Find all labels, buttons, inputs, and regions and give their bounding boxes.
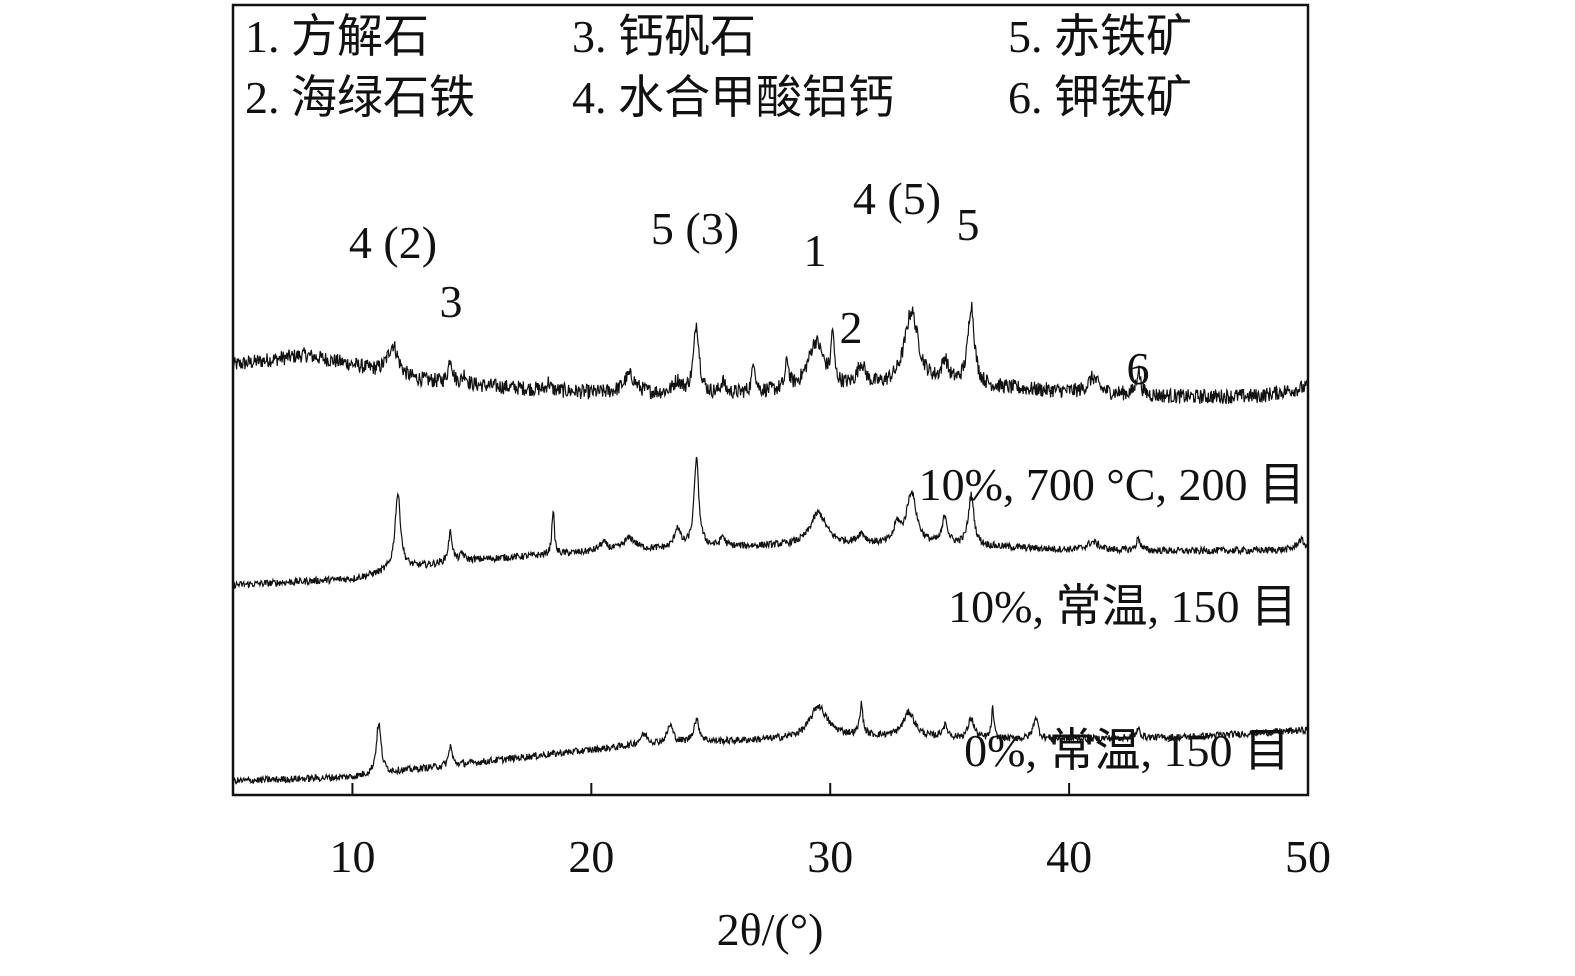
series-label-3: 0%, 常温, 150 目 xyxy=(964,725,1290,776)
series-line-3 xyxy=(232,700,1309,785)
plot-frame xyxy=(231,3,1310,797)
series-line-2 xyxy=(232,456,1309,590)
x-axis-label: 2θ/(°) xyxy=(717,904,824,955)
series-label-1: 10%, 700 °C, 200 目 xyxy=(919,459,1305,510)
x-tick-label-2: 20 xyxy=(568,831,614,882)
legend-item-1: 1. 方解石 xyxy=(245,11,429,62)
series-labels: 10%, 700 °C, 200 目 10%, 常温, 150 目 0%, 常温, … xyxy=(919,459,1305,776)
legend-item-3: 3. 钙矾石 xyxy=(572,11,756,62)
series-label-2: 10%, 常温, 150 目 xyxy=(948,581,1297,632)
legend-item-4: 4. 水合甲酸铝钙 xyxy=(572,72,894,123)
axes: 10 20 30 40 50 xyxy=(231,3,1331,882)
legend-item-2: 2. 海绿石铁 xyxy=(245,72,475,123)
peak-label-5: 2 xyxy=(840,302,863,353)
peak-annotations: 4 (2)3 5 (3) 12 4 (5) 5 6 xyxy=(349,173,1150,394)
x-tick-label-3: 30 xyxy=(807,831,853,882)
peak-label-6: 4 (5) xyxy=(853,173,941,224)
x-tick-label-5: 50 xyxy=(1285,831,1331,882)
peak-label-7: 5 xyxy=(957,199,980,250)
peak-label-4: 1 xyxy=(804,225,827,276)
peak-label-8: 6 xyxy=(1127,343,1150,394)
series-line-1 xyxy=(232,301,1309,405)
legend-item-6: 6. 钾铁矿 xyxy=(1008,72,1192,123)
series-layer xyxy=(232,301,1309,785)
peak-label-1: 4 (2) xyxy=(349,217,437,268)
peak-label-3: 5 (3) xyxy=(651,203,739,254)
peak-label-2: 3 xyxy=(440,276,463,327)
x-tick-label-4: 40 xyxy=(1046,831,1092,882)
legend: 1. 方解石 2. 海绿石铁 3. 钙矾石 4. 水合甲酸铝钙 5. 赤铁矿 6. 钾铁矿 xyxy=(245,11,1192,123)
legend-item-5: 5. 赤铁矿 xyxy=(1008,11,1192,62)
x-tick-label-1: 10 xyxy=(329,831,375,882)
